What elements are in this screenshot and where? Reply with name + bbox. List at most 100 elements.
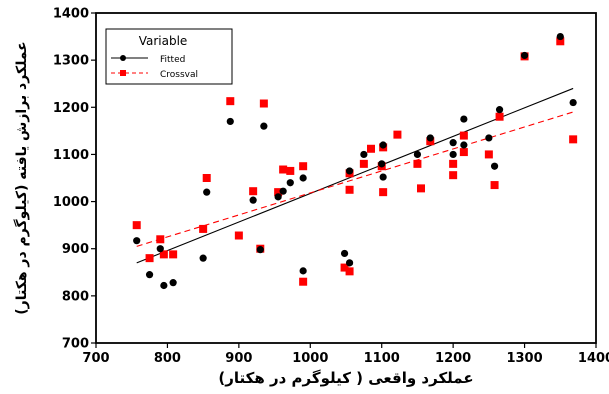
fitted-point (299, 174, 307, 182)
legend-crossval-marker-icon (120, 70, 126, 76)
crossval-point (132, 221, 141, 230)
crossval-point (345, 185, 354, 194)
crossval-point (569, 135, 578, 144)
crossval-point (459, 148, 468, 157)
fitted-point (274, 193, 282, 201)
fit-lines (136, 87, 574, 264)
fitted-point (260, 122, 268, 130)
fitted-point (413, 150, 422, 159)
crossval-point (159, 250, 168, 259)
y-tick-label: 1200 (53, 101, 89, 116)
fitted-point (286, 179, 294, 187)
x-axis-label: عملکرد واقعی ( کیلوگرم در هکتار) (218, 369, 473, 387)
fitted-point (203, 188, 211, 196)
crossval-point (169, 250, 178, 259)
crossval-point (259, 99, 268, 108)
fitted-point (299, 267, 307, 275)
fitted-point (379, 173, 387, 181)
crossval-point (286, 166, 295, 175)
crossval-point (340, 263, 349, 272)
crossval-point (299, 277, 308, 286)
fitted-point (490, 162, 499, 170)
crossval-point (413, 159, 422, 168)
x-tick-label: 900 (225, 351, 252, 366)
fitted-point (449, 139, 457, 147)
fitted-point (160, 281, 168, 290)
fitted-point (156, 245, 164, 253)
y-tick-label: 700 (62, 337, 89, 352)
y-tick-label: 1100 (53, 148, 89, 163)
x-tick-label: 800 (154, 351, 181, 366)
crossval-point (484, 150, 493, 159)
crossval-point (495, 112, 504, 121)
crossval-point (379, 188, 388, 197)
x-tick-label: 1300 (506, 351, 542, 366)
x-tick-label: 1100 (364, 351, 400, 366)
legend-fitted-label: Fitted (160, 55, 185, 65)
fitted-point (360, 150, 368, 159)
fitted-point (249, 196, 257, 204)
fitted-point (226, 117, 234, 126)
crossval-point (393, 130, 402, 139)
crossval-point (274, 188, 283, 197)
crossval-point (345, 267, 354, 276)
legend-box (105, 28, 233, 85)
y-tick-label: 900 (62, 242, 89, 257)
x-tick-label: 1200 (435, 351, 471, 366)
x-axis: 700 800 900 1000 1100 1200 1300 1400 (82, 343, 609, 366)
fitted-point (460, 115, 468, 123)
fitted-point (378, 160, 386, 168)
crossval-point (226, 97, 235, 106)
crossval-point (417, 184, 425, 193)
y-tick-label: 1000 (53, 195, 89, 210)
fitted-point (145, 271, 154, 279)
fitted-point (345, 259, 354, 267)
crossval-point (449, 171, 458, 180)
fitted-point (345, 167, 354, 175)
y-tick-label: 800 (62, 289, 89, 304)
crossval-point (234, 231, 243, 240)
legend-title: Variable (139, 34, 188, 48)
crossval-point (156, 235, 165, 244)
legend-crossval-label: Crossval (160, 70, 198, 80)
fitted-point (556, 32, 564, 41)
fitted-point (340, 249, 349, 258)
x-tick-label: 1000 (292, 351, 328, 366)
crossval-point (556, 37, 565, 46)
crossval-point (359, 159, 368, 168)
legend: Variable Fitted Crossval (105, 28, 233, 85)
crossval-point (490, 181, 499, 190)
fitted-point (485, 134, 493, 142)
fitted-point (279, 187, 287, 195)
crossval-point (145, 254, 154, 263)
plot-frame (95, 12, 597, 344)
y-tick-label: 1400 (53, 7, 89, 22)
crossval-point (367, 144, 375, 153)
fitted-point (449, 150, 457, 159)
data-points (132, 32, 578, 290)
crossval-point (299, 162, 308, 171)
crossval-point (202, 174, 211, 182)
y-tick-label: 1300 (53, 54, 89, 69)
x-tick-label: 700 (82, 351, 109, 366)
x-tick-label: 1400 (578, 351, 609, 366)
crossval-point (279, 165, 288, 174)
fitted-point (133, 237, 141, 245)
crossval-point (449, 159, 458, 168)
fitted-point (460, 141, 468, 149)
crossval-point (199, 224, 208, 233)
fitted-fit-line (136, 87, 574, 264)
y-axis-label: عملکرد برازش یافته (کیلوگرم در هکتار) (13, 41, 30, 314)
fitted-point (569, 98, 577, 107)
fitted-point (426, 134, 434, 142)
fitted-point (379, 141, 387, 149)
fitted-point (169, 279, 177, 287)
fitted-point (520, 51, 529, 60)
y-axis: 700 800 900 1000 1100 1200 1300 1400 (53, 7, 96, 352)
crossval-point (459, 131, 468, 140)
fitted-point (495, 106, 504, 114)
fitted-point (199, 254, 207, 262)
crossval-fit-line (136, 111, 574, 247)
